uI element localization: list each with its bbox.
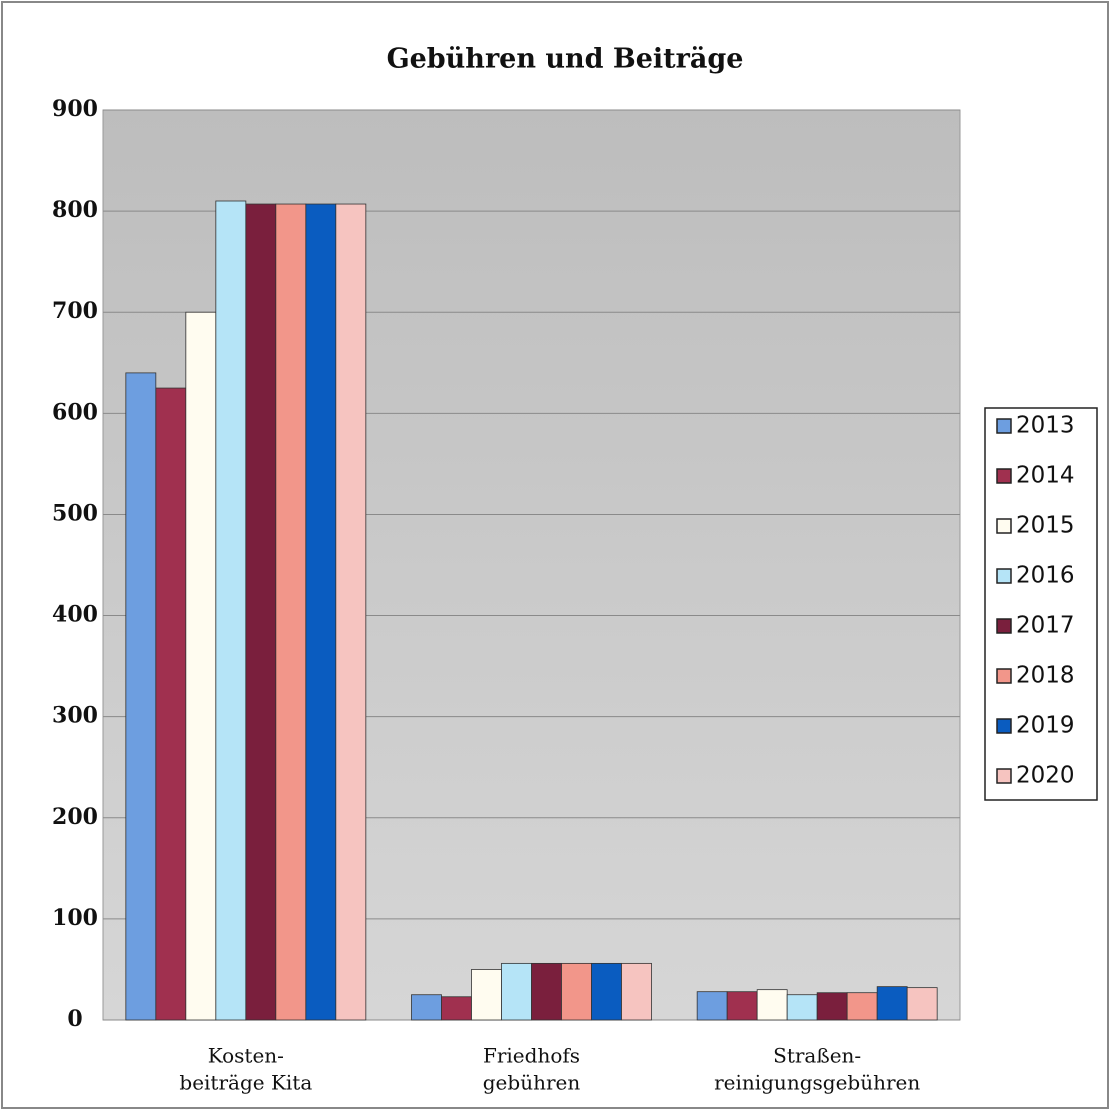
bar: [185, 311, 217, 1021]
legend-swatch: [996, 518, 1012, 534]
bar: [876, 986, 908, 1021]
bar: [816, 992, 848, 1021]
x-tick-label: Kosten-: [208, 1044, 284, 1068]
legend-label: 2018: [1016, 663, 1075, 689]
bar: [756, 989, 788, 1021]
y-tick-label: 700: [52, 298, 98, 324]
bar: [441, 996, 472, 1021]
bar: [245, 203, 277, 1021]
y-tick-label: 300: [52, 703, 98, 729]
x-tick-label: Friedhofs: [483, 1044, 580, 1068]
bar: [726, 991, 758, 1021]
x-tick-label: Straßen-: [773, 1044, 861, 1068]
bar: [786, 994, 818, 1021]
y-tick-label: 400: [52, 602, 98, 628]
y-tick-label: 900: [52, 96, 98, 122]
x-tick-label: reinigungsgebühren: [714, 1071, 920, 1095]
legend-swatch: [996, 668, 1012, 684]
legend-swatch: [996, 618, 1012, 634]
legend-swatch: [996, 418, 1012, 434]
bar: [621, 962, 652, 1021]
x-tick-label: beiträge Kita: [179, 1071, 312, 1095]
legend-swatch: [996, 718, 1012, 734]
bar: [125, 372, 157, 1021]
bar: [561, 962, 592, 1021]
legend-label: 2016: [1016, 563, 1075, 589]
legend-label: 2015: [1016, 513, 1075, 539]
bar: [846, 992, 878, 1021]
y-tick-label: 200: [52, 804, 98, 830]
bar: [906, 987, 938, 1021]
y-tick-label: 0: [67, 1006, 82, 1032]
y-tick-label: 800: [52, 197, 98, 223]
bar: [215, 200, 247, 1021]
legend-label: 2020: [1016, 763, 1075, 789]
bar: [591, 962, 622, 1021]
legend-label: 2013: [1016, 413, 1075, 439]
chart-title: Gebühren und Beiträge: [387, 44, 744, 75]
legend-swatch: [996, 568, 1012, 584]
x-tick-label: gebühren: [483, 1071, 581, 1095]
y-tick-label: 500: [52, 500, 98, 526]
legend-label: 2017: [1016, 613, 1075, 639]
legend-swatch: [996, 768, 1012, 784]
y-tick-label: 100: [52, 905, 98, 931]
bar: [275, 203, 307, 1021]
bar: [411, 994, 442, 1021]
bar: [471, 969, 502, 1021]
bar: [696, 991, 728, 1021]
legend-label: 2014: [1016, 463, 1075, 489]
bar: [335, 203, 367, 1021]
bar: [305, 203, 337, 1021]
legend-swatch: [996, 468, 1012, 484]
bar: [501, 962, 532, 1021]
y-tick-label: 600: [52, 399, 98, 425]
legend-label: 2019: [1016, 713, 1075, 739]
bar: [531, 962, 562, 1021]
bar: [155, 387, 187, 1021]
